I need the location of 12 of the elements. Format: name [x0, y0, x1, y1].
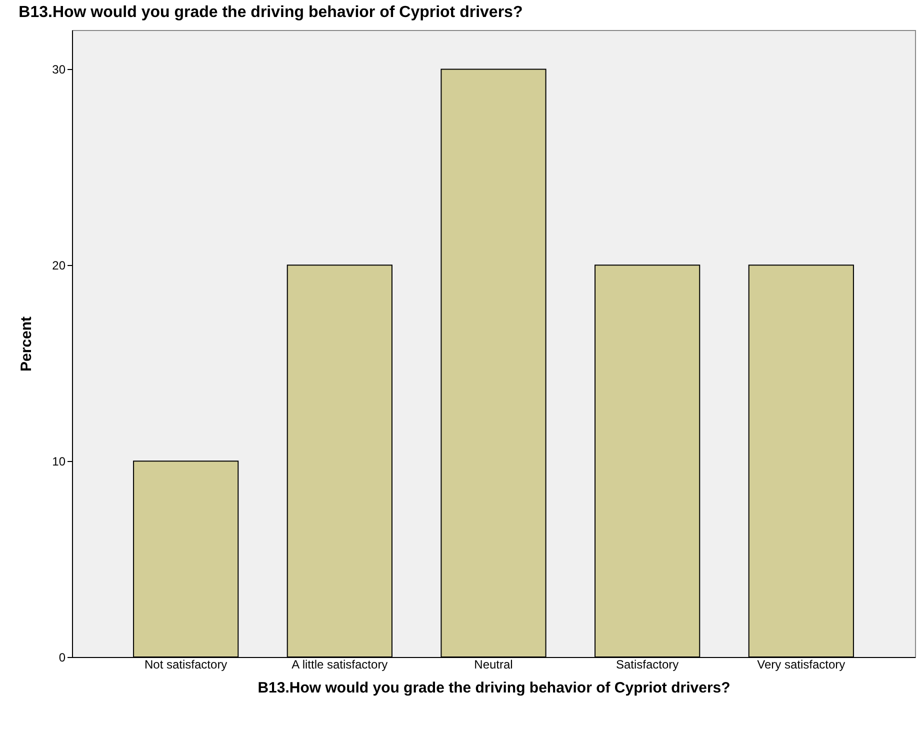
x-axis-title: B13.How would you grade the driving behavior of Cypriot drivers? [258, 680, 730, 696]
y-tick-label: 20 [52, 258, 66, 273]
x-tick-label: Very satisfactory [757, 658, 846, 672]
x-tick-label: Not satisfactory [144, 658, 228, 672]
y-tick-label: 30 [52, 62, 66, 77]
y-tick-label: 0 [58, 650, 66, 664]
x-tick-label: Neutral [474, 658, 513, 672]
y-axis-title: Percent [18, 316, 36, 372]
y-tick-label: 10 [52, 454, 66, 469]
x-tick-label: Satisfactory [616, 658, 679, 672]
chart-title: B13.How would you grade the driving behavior of Cypriot drivers? [18, 4, 523, 21]
x-tick-label: A little satisfactory [292, 658, 388, 672]
